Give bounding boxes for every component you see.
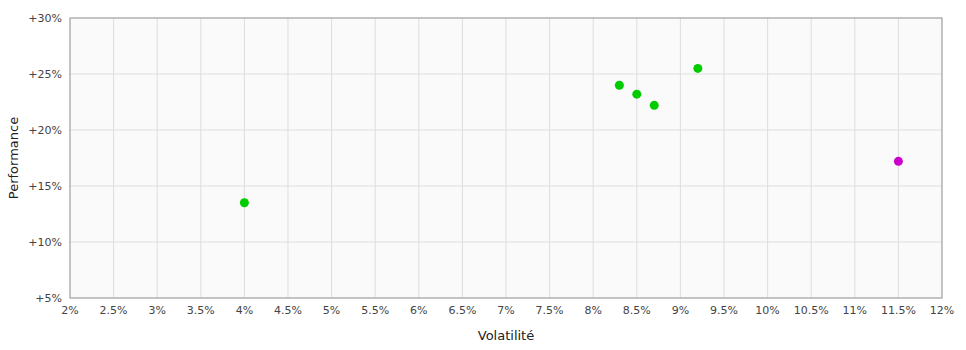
y-tick-label: +20%	[28, 124, 62, 137]
x-grid-line	[200, 18, 201, 298]
y-grid-line	[70, 242, 942, 243]
x-grid-line	[331, 18, 332, 298]
x-tick-label: 5.5%	[361, 304, 389, 317]
x-tick-label: 9.5%	[710, 304, 738, 317]
x-tick-label: 8%	[584, 304, 601, 317]
x-tick-label: 11.5%	[881, 304, 916, 317]
x-axis-label: Volatilité	[478, 328, 534, 343]
x-tick-label: 2%	[61, 304, 78, 317]
points	[240, 64, 903, 207]
y-axis-label: Performance	[6, 117, 21, 199]
x-grid-line	[375, 18, 376, 298]
x-tick-label: 4.5%	[274, 304, 302, 317]
x-tick-label: 7%	[497, 304, 514, 317]
x-grid-line	[418, 18, 419, 298]
x-grid-line	[767, 18, 768, 298]
x-tick-label: 4%	[236, 304, 253, 317]
x-tick-label: 10%	[755, 304, 779, 317]
x-tick-label: 3.5%	[187, 304, 215, 317]
y-tick-label: +15%	[28, 180, 62, 193]
y-tick-label: +10%	[28, 236, 62, 249]
x-grid-line	[157, 18, 158, 298]
x-tick-label: 12%	[930, 304, 954, 317]
grid	[70, 18, 942, 298]
y-tick-label: +30%	[28, 12, 62, 25]
x-tick-label: 3%	[148, 304, 165, 317]
x-grid-line	[854, 18, 855, 298]
point	[615, 81, 624, 90]
x-grid-line	[113, 18, 114, 298]
point	[240, 198, 249, 207]
x-grid-line	[244, 18, 245, 298]
x-grid-line	[288, 18, 289, 298]
x-tick-label: 7.5%	[536, 304, 564, 317]
x-tick-label: 11%	[843, 304, 867, 317]
x-tick-label: 8.5%	[623, 304, 651, 317]
point	[693, 64, 702, 73]
plot-area	[70, 18, 942, 298]
y-grid-line	[70, 186, 942, 187]
x-grid-line	[506, 18, 507, 298]
x-tick-label: 9%	[672, 304, 689, 317]
x-tick-label: 5%	[323, 304, 340, 317]
x-tick-label: 6.5%	[448, 304, 476, 317]
point	[894, 157, 903, 166]
y-grid-line	[70, 130, 942, 131]
x-grid-line	[462, 18, 463, 298]
x-tick-label: 2.5%	[100, 304, 128, 317]
x-tick-label: 6%	[410, 304, 427, 317]
x-grid-line	[549, 18, 550, 298]
x-grid-line	[593, 18, 594, 298]
chart: 2% 2.5% 3% 3.5% 4% 4.5% 5% 5.5% 6% 6.5% 7% 7.5% 8% 8.…	[0, 0, 966, 350]
x-grid-line	[636, 18, 637, 298]
x-grid-line	[680, 18, 681, 298]
x-grid-line	[724, 18, 725, 298]
x-grid-line	[811, 18, 812, 298]
point	[650, 101, 659, 110]
tick-labels: 2% 2.5% 3% 3.5% 4% 4.5% 5% 5.5% 6% 6.5% 7% 7.5% 8% 8.…	[28, 12, 954, 317]
y-tick-label: +5%	[35, 292, 62, 305]
plot-frame	[70, 18, 942, 298]
y-grid-line	[70, 74, 942, 75]
point	[632, 90, 641, 99]
y-tick-label: +25%	[28, 68, 62, 81]
x-tick-label: 10.5%	[794, 304, 829, 317]
